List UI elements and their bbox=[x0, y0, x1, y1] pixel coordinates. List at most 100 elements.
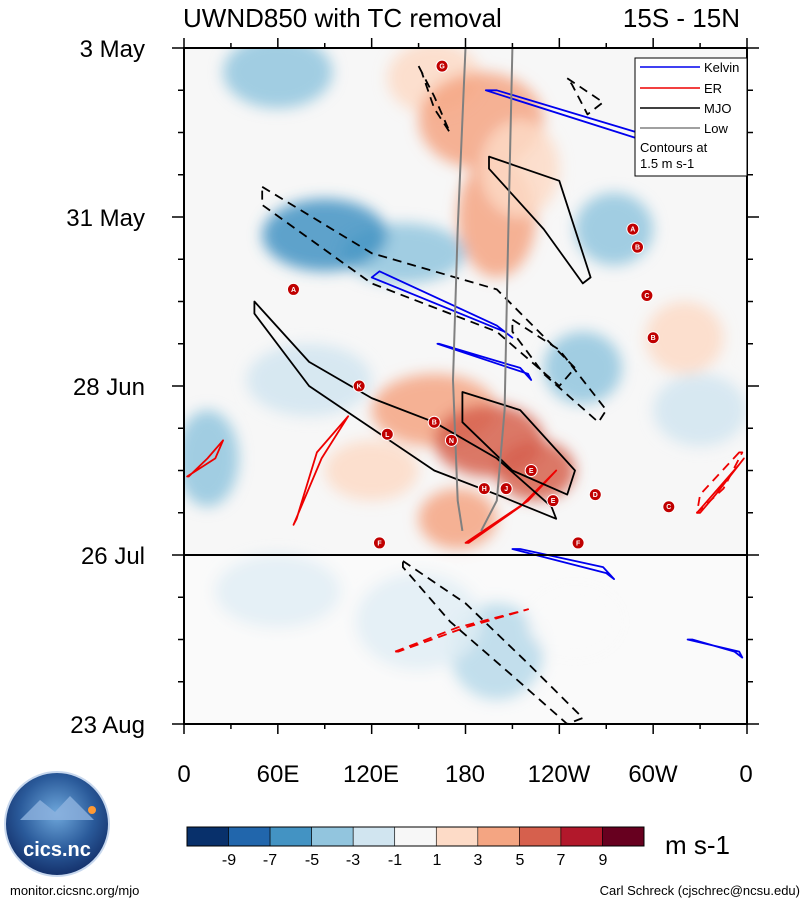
legend-note-line1: Contours at bbox=[640, 140, 708, 155]
y-tick-label: 23 Aug bbox=[70, 712, 145, 739]
tc-marker: N bbox=[444, 433, 458, 447]
tc-marker: A bbox=[286, 282, 300, 296]
anomaly-patch bbox=[223, 48, 333, 109]
colorbar-swatch bbox=[519, 826, 562, 847]
anomaly-patch bbox=[324, 440, 419, 501]
tc-symbol-icon bbox=[444, 433, 458, 447]
contour-mjo-pos bbox=[253, 300, 558, 520]
tc-marker-label: B bbox=[432, 420, 437, 427]
axis-ticks bbox=[172, 38, 759, 734]
anomaly-patch bbox=[481, 120, 560, 217]
footer-credit: Carl Schreck (cjschrec@ncsu.edu) bbox=[600, 883, 800, 898]
x-tick-label: 60E bbox=[257, 761, 300, 788]
tc-symbol-icon bbox=[546, 494, 560, 508]
contour-kelvin-pos bbox=[436, 342, 533, 381]
colorbar-label: -1 bbox=[388, 852, 402, 869]
contour-mjo-pos bbox=[488, 155, 592, 285]
cics-logo: cics.nc bbox=[4, 771, 110, 877]
tc-marker: B bbox=[427, 415, 441, 429]
contour-kelvin-pos bbox=[370, 270, 514, 339]
tc-symbol-icon bbox=[372, 536, 386, 550]
anomaly-patch bbox=[262, 198, 388, 272]
tc-marker: G bbox=[435, 59, 449, 73]
contour-er-pos bbox=[464, 469, 558, 544]
colorbar-label: 5 bbox=[516, 852, 525, 869]
tc-marker: B bbox=[646, 331, 660, 345]
tc-marker-label: C bbox=[666, 504, 671, 511]
tc-marker: C bbox=[662, 500, 676, 514]
x-tick-label: 120W bbox=[528, 761, 591, 788]
chart-subtitle: 15S - 15N bbox=[623, 3, 740, 33]
tc-marker: B bbox=[631, 240, 645, 254]
logo-globe bbox=[5, 772, 109, 876]
x-axis: 0 60E 120E 180 120W 60W 0 bbox=[177, 761, 752, 788]
anomaly-patch bbox=[215, 555, 341, 628]
colorbar: -9 -7 -5 -3 -1 1 3 5 7 9 m s-1 bbox=[186, 826, 730, 869]
tc-marker-label: A bbox=[291, 287, 296, 294]
tc-marker: C bbox=[640, 288, 654, 302]
legend-label-er: ER bbox=[704, 81, 722, 96]
tc-marker: J bbox=[499, 482, 513, 496]
tc-symbol-icon bbox=[286, 282, 300, 296]
anomaly-field bbox=[184, 48, 747, 700]
x-tick-label: 120E bbox=[343, 761, 399, 788]
logo-ring bbox=[4, 771, 110, 877]
x-tick-label: 0 bbox=[177, 761, 190, 788]
colorbar-swatch bbox=[311, 826, 354, 847]
x-tick-label: 0 bbox=[739, 761, 752, 788]
tc-marker-label: J bbox=[504, 486, 508, 493]
tc-marker-label: K bbox=[357, 384, 362, 391]
tc-symbol-icon bbox=[499, 482, 513, 496]
colorbar-label: -5 bbox=[305, 852, 319, 869]
anomaly-patch bbox=[645, 301, 724, 374]
legend-note-line2: 1.5 m s-1 bbox=[640, 156, 694, 171]
legend-label-kelvin: Kelvin bbox=[704, 60, 739, 75]
anomaly-patch bbox=[356, 573, 482, 670]
tc-marker: A bbox=[626, 222, 640, 236]
colorbar-label: 7 bbox=[557, 852, 566, 869]
colorbar-swatch bbox=[477, 826, 520, 847]
colorbar-units: m s-1 bbox=[665, 830, 730, 860]
legend-label-low: Low bbox=[704, 121, 728, 136]
tc-marker-label: B bbox=[635, 245, 640, 252]
anomaly-patch bbox=[574, 192, 654, 266]
contour-kelvin-pos bbox=[686, 638, 744, 659]
colorbar-label: -9 bbox=[222, 852, 236, 869]
y-tick-label: 28 Jun bbox=[73, 374, 145, 401]
colorbar-swatch bbox=[560, 826, 603, 847]
logo-sun-shape bbox=[88, 806, 96, 814]
y-tick-label: 3 May bbox=[80, 36, 145, 63]
tc-marker-label: G bbox=[439, 64, 445, 71]
x-tick-label: 180 bbox=[445, 761, 485, 788]
anomaly-patch bbox=[184, 410, 239, 507]
tc-symbol-icon bbox=[571, 536, 585, 550]
colorbar-label: 9 bbox=[599, 852, 608, 869]
colorbar-swatch bbox=[435, 826, 479, 847]
contour-er-neg bbox=[696, 451, 744, 514]
logo-text: cics.nc bbox=[23, 839, 91, 861]
y-tick-label: 26 Jul bbox=[81, 543, 145, 570]
tc-symbol-icon bbox=[380, 427, 394, 441]
colorbar-label: -3 bbox=[346, 852, 360, 869]
tc-symbol-icon bbox=[631, 240, 645, 254]
tc-marker-label: E bbox=[551, 498, 556, 505]
tc-symbol-icon bbox=[588, 488, 602, 502]
colorbar-swatch bbox=[352, 826, 396, 847]
tc-marker: K bbox=[352, 379, 366, 393]
tc-marker-label: N bbox=[449, 438, 454, 445]
colorbar-frame bbox=[186, 826, 645, 847]
contour-mjo-neg bbox=[566, 77, 604, 116]
anomaly-patch bbox=[543, 331, 622, 405]
legend-box bbox=[634, 57, 748, 177]
tc-marker: D bbox=[588, 488, 602, 502]
colorbar-label: 3 bbox=[474, 852, 483, 869]
colorbar-swatch bbox=[186, 826, 229, 847]
tc-symbol-icon bbox=[435, 59, 449, 73]
logo-mountain-shape bbox=[20, 796, 94, 820]
colorbar-swatch bbox=[228, 826, 271, 847]
anomaly-patch bbox=[418, 488, 497, 549]
tc-marker-label: B bbox=[651, 335, 656, 342]
contour-er-pos bbox=[292, 415, 350, 526]
contour-mjo-neg bbox=[511, 318, 608, 424]
tc-marker-label: H bbox=[482, 486, 487, 493]
